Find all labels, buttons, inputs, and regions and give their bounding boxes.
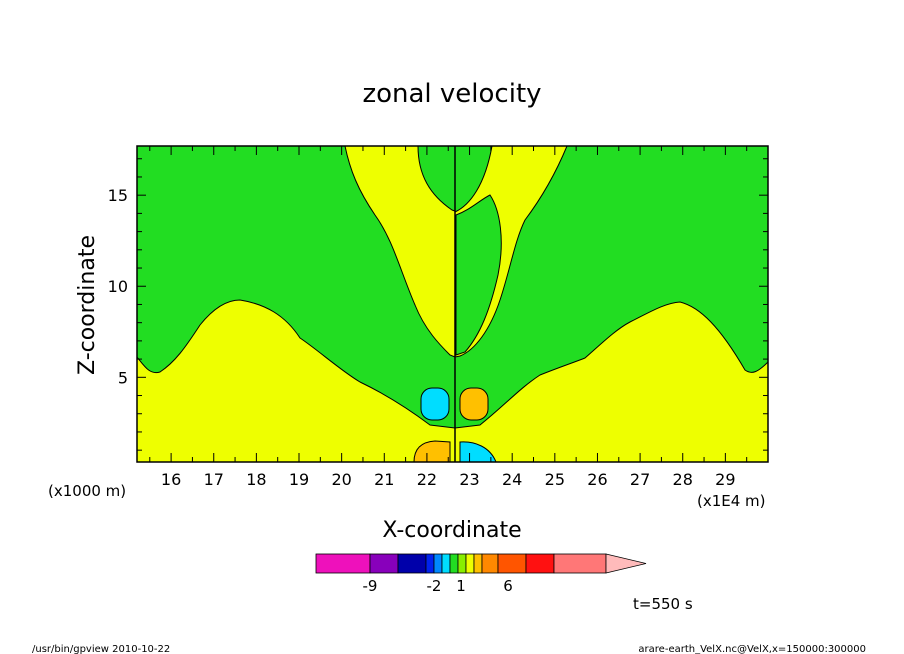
contour-orange-blob-lower	[413, 440, 451, 463]
contour-green-top-center-left	[417, 145, 456, 212]
colorbar-labels: -9 -2 1 6	[363, 577, 513, 595]
contour-yellow-upper	[344, 145, 456, 358]
footer-right: arare-earth_VelX.nc@VelX,x=150000:300000	[638, 644, 866, 654]
colorbar-segment-6	[449, 553, 459, 574]
x-axis-label: X-coordinate	[382, 518, 521, 543]
colorbar-label-2: 1	[456, 577, 466, 595]
x-tick-label-2: 18	[246, 470, 266, 489]
x-scale-label: (x1E4 m)	[697, 492, 766, 510]
x-offset-label: (x1000 m)	[48, 482, 126, 500]
x-tick-label-11: 27	[630, 470, 650, 489]
colorbar-segment-1	[369, 553, 399, 574]
x-tick-label-5: 21	[374, 470, 394, 489]
x-tick-label-8: 24	[502, 470, 522, 489]
colorbar-label-3: 6	[503, 577, 513, 595]
x-tick-label-1: 17	[204, 470, 224, 489]
colorbar-overflow-arrow	[605, 553, 647, 574]
time-label: t=550 s	[633, 595, 693, 613]
x-tick-label-9: 25	[545, 470, 565, 489]
contour-orange-blob-upper	[459, 387, 489, 421]
colorbar-segment-10	[481, 553, 499, 574]
plot-area	[136, 145, 769, 463]
x-tick-label-7: 23	[459, 470, 479, 489]
colorbar-segment-5	[441, 553, 451, 574]
x-tick-label-13: 29	[715, 470, 735, 489]
colorbar-segment-13	[553, 553, 607, 574]
colorbar-label-0: -9	[363, 577, 378, 595]
y-tick-label-2: 15	[108, 186, 128, 205]
colorbar	[315, 553, 647, 574]
footer-left: /usr/bin/gpview 2010-10-22	[32, 644, 170, 654]
x-tick-label-10: 26	[587, 470, 607, 489]
colorbar-segment-11	[497, 553, 527, 574]
colorbar-segment-9	[473, 553, 483, 574]
colorbar-segment-3	[425, 553, 435, 574]
chart-title: zonal velocity	[362, 79, 541, 109]
colorbar-label-1: -2	[427, 577, 442, 595]
y-tick-label-0: 5	[118, 368, 128, 387]
contour-yellow-lower	[136, 299, 769, 463]
contour-cyan-blob-upper	[420, 387, 450, 421]
y-axis-ticks: 5 10 15	[108, 158, 768, 451]
colorbar-segment-8	[465, 553, 475, 574]
x-tick-label-6: 22	[417, 470, 437, 489]
colorbar-segment-2	[397, 553, 427, 574]
colorbar-segment-7	[457, 553, 467, 574]
y-axis-label: Z-coordinate	[75, 235, 100, 375]
colorbar-segment-0	[315, 553, 371, 574]
x-axis-ticks: 16 17 18 19 20 21 22 23 24 25 26 27 28 29	[149, 146, 748, 489]
colorbar-segment-12	[525, 553, 555, 574]
x-tick-label-0: 16	[161, 470, 181, 489]
x-tick-label-3: 19	[289, 470, 309, 489]
x-tick-label-4: 20	[331, 470, 351, 489]
colorbar-segment-4	[433, 553, 443, 574]
x-tick-label-12: 28	[673, 470, 693, 489]
y-tick-label-1: 10	[108, 277, 128, 296]
